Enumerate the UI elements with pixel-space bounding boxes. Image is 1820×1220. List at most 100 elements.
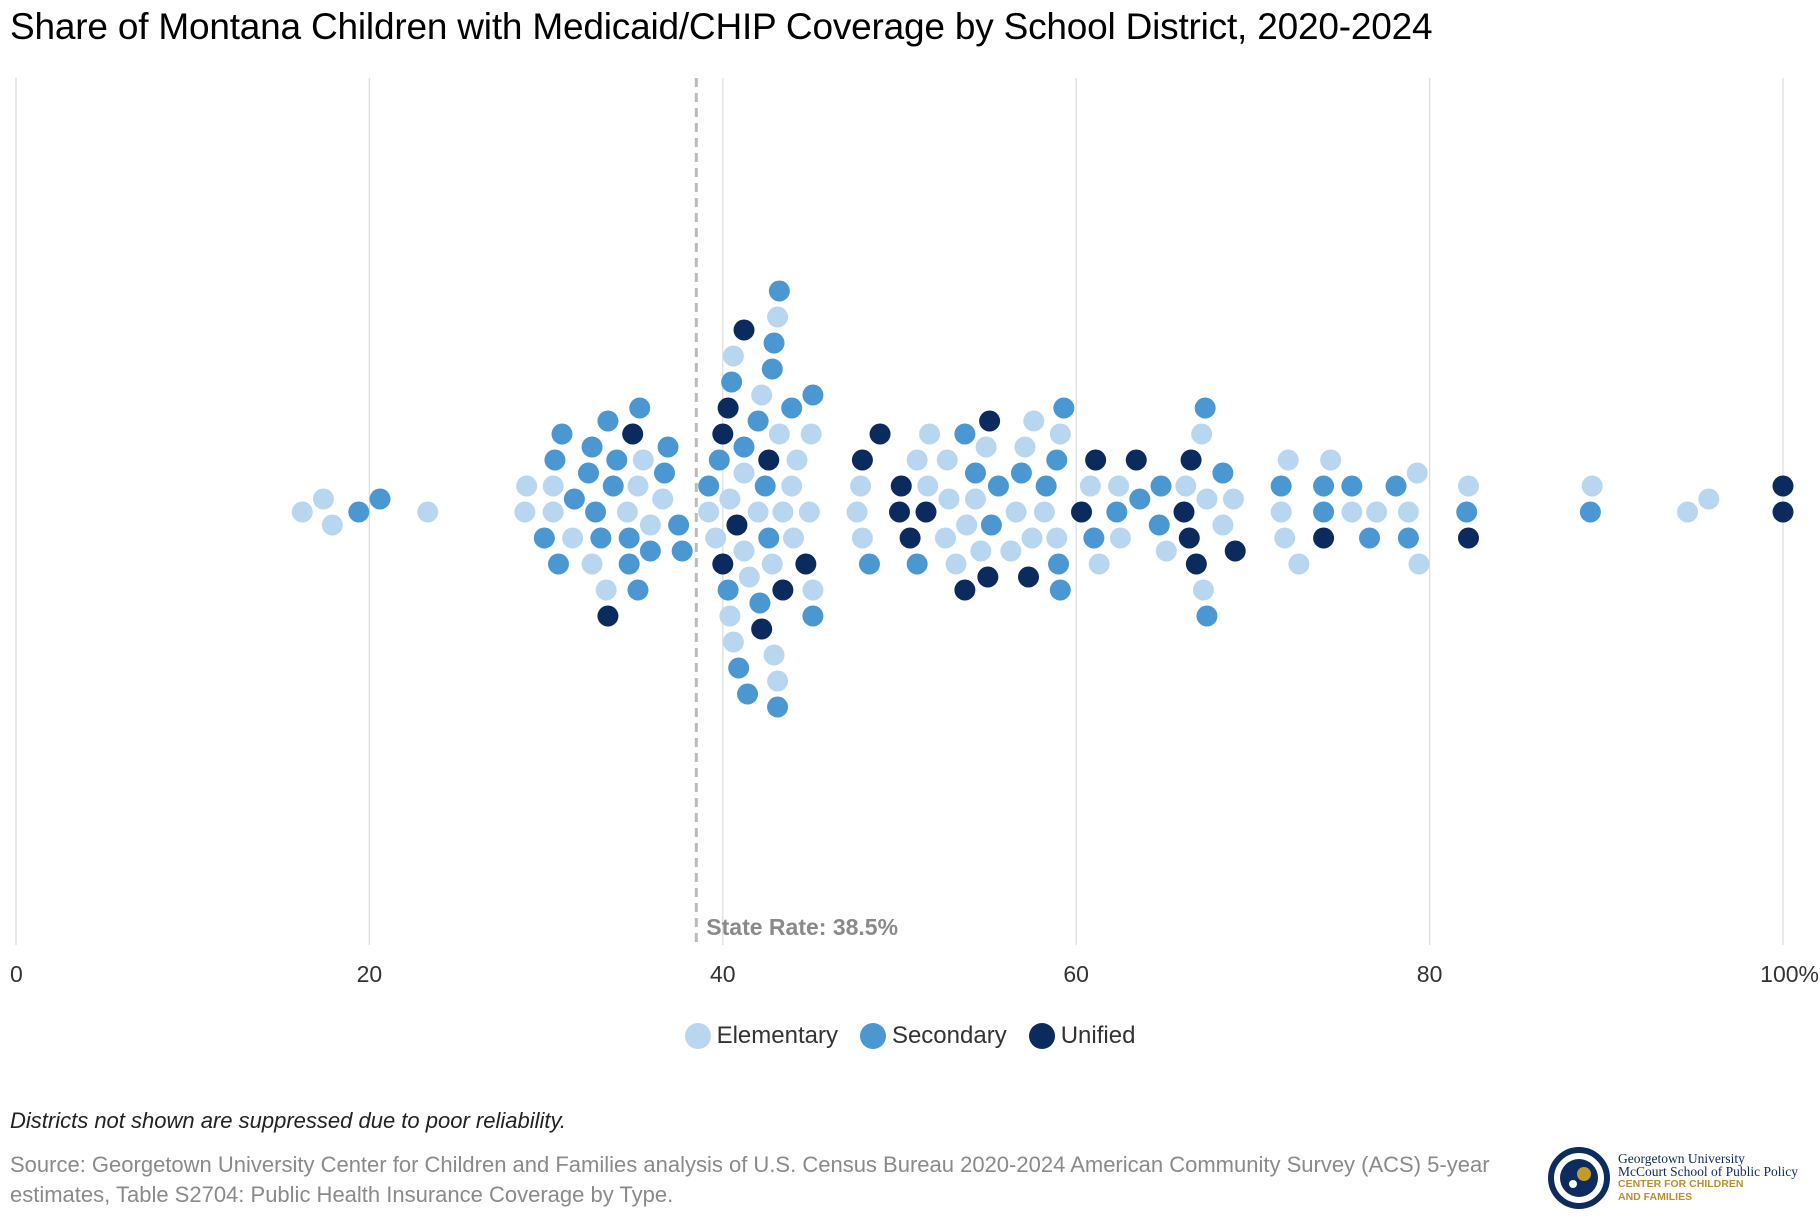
elementary-point-136 <box>1079 475 1101 497</box>
secondary-point-71 <box>761 358 783 380</box>
secondary-point-113 <box>964 462 986 484</box>
secondary-point-137 <box>1083 527 1105 549</box>
unified-point-116 <box>977 566 999 588</box>
elementary-point-93 <box>851 527 873 549</box>
elementary-point-41 <box>698 501 720 523</box>
unified-point-69 <box>758 449 780 471</box>
elementary-point-142 <box>1109 527 1131 549</box>
unified-point-188 <box>1772 475 1794 497</box>
elementary-point-81 <box>781 475 803 497</box>
legend-item-secondary: Secondary <box>859 1022 1007 1050</box>
logo-line-families: AND FAMILIES <box>1618 1191 1693 1203</box>
legend-swatch-elementary <box>684 1023 711 1049</box>
elementary-point-21 <box>595 579 617 601</box>
logo-line-university: Georgetown University <box>1618 1151 1745 1166</box>
elementary-point-61 <box>738 566 760 588</box>
unified-point-124 <box>1017 566 1039 588</box>
unified-point-94 <box>851 449 873 471</box>
elementary-point-141 <box>1108 475 1130 497</box>
secondary-point-183 <box>1579 501 1601 523</box>
unified-point-29 <box>622 423 644 445</box>
unified-point-66 <box>751 618 773 640</box>
elementary-point-53 <box>722 345 744 367</box>
elementary-point-9 <box>542 501 564 523</box>
secondary-point-172 <box>1341 475 1363 497</box>
x-tick-label-60: 60 <box>1063 961 1089 987</box>
secondary-point-173 <box>1359 527 1381 549</box>
secondary-point-68 <box>758 527 780 549</box>
secondary-point-101 <box>906 553 928 575</box>
logo-line-center: CENTER FOR CHILDREN <box>1618 1178 1744 1190</box>
secondary-point-12 <box>547 553 569 575</box>
logo-seal-icon <box>1548 1147 1610 1209</box>
secondary-point-16 <box>578 462 600 484</box>
secondary-point-63 <box>747 410 769 432</box>
secondary-point-4 <box>369 488 391 510</box>
elementary-point-178 <box>1406 462 1428 484</box>
elementary-point-156 <box>1196 488 1218 510</box>
elementary-point-14 <box>562 527 584 549</box>
secondary-point-177 <box>1397 527 1419 549</box>
legend-swatch-unified <box>1028 1023 1055 1049</box>
secondary-point-90 <box>802 384 824 406</box>
elementary-point-120 <box>1000 540 1022 562</box>
secondary-point-168 <box>1313 475 1335 497</box>
elementary-point-127 <box>1033 501 1055 523</box>
elementary-point-154 <box>1192 579 1214 601</box>
secondary-point-82 <box>781 397 803 419</box>
elementary-point-149 <box>1175 475 1197 497</box>
secondary-point-130 <box>1046 449 1068 471</box>
secondary-point-32 <box>629 397 651 419</box>
unified-point-48 <box>717 397 739 419</box>
elementary-point-184 <box>1581 475 1603 497</box>
elementary-point-123 <box>1014 436 1036 458</box>
secondary-point-13 <box>551 423 573 445</box>
elementary-point-126 <box>1023 410 1045 432</box>
secondary-point-19 <box>585 501 607 523</box>
elementary-point-115 <box>975 436 997 458</box>
x-tick-label-40: 40 <box>710 961 736 987</box>
x-tick-label-100: 100% <box>1760 961 1819 987</box>
legend-swatch-secondary <box>859 1023 886 1049</box>
secondary-point-25 <box>606 449 628 471</box>
elementary-point-174 <box>1366 501 1388 523</box>
elementary-point-52 <box>722 631 744 653</box>
secondary-point-20 <box>590 527 612 549</box>
elementary-point-164 <box>1274 527 1296 549</box>
secondary-point-95 <box>858 553 880 575</box>
elementary-point-170 <box>1320 449 1342 471</box>
elementary-point-105 <box>934 527 956 549</box>
unified-point-45 <box>712 553 734 575</box>
secondary-point-42 <box>698 475 720 497</box>
unified-point-110 <box>954 579 976 601</box>
elementary-point-75 <box>767 306 789 328</box>
unified-point-152 <box>1185 553 1207 575</box>
secondary-point-44 <box>708 449 730 471</box>
secondary-point-78 <box>768 280 790 302</box>
secondary-point-140 <box>1106 501 1128 523</box>
elementary-point-56 <box>733 462 755 484</box>
elementary-point-111 <box>956 514 978 536</box>
elementary-point-87 <box>800 423 822 445</box>
secondary-point-67 <box>754 475 776 497</box>
elementary-point-147 <box>1155 540 1177 562</box>
elementary-point-86 <box>798 501 820 523</box>
elementary-point-108 <box>945 553 967 575</box>
elementary-point-165 <box>1277 449 1299 471</box>
secondary-point-109 <box>954 423 976 445</box>
unified-point-143 <box>1125 449 1147 471</box>
unified-point-85 <box>795 553 817 575</box>
logo-line-school: McCourt School of Public Policy <box>1618 1164 1798 1179</box>
unified-point-138 <box>1085 449 1107 471</box>
secondary-point-15 <box>563 488 585 510</box>
elementary-point-162 <box>1270 501 1292 523</box>
secondary-point-8 <box>533 527 555 549</box>
elementary-point-103 <box>917 475 939 497</box>
elementary-point-129 <box>1046 527 1068 549</box>
elementary-point-43 <box>705 527 727 549</box>
unified-point-99 <box>899 527 921 549</box>
secondary-point-40 <box>671 540 693 562</box>
unified-point-59 <box>733 319 755 341</box>
elementary-point-17 <box>581 553 603 575</box>
elementary-point-125 <box>1021 527 1043 549</box>
